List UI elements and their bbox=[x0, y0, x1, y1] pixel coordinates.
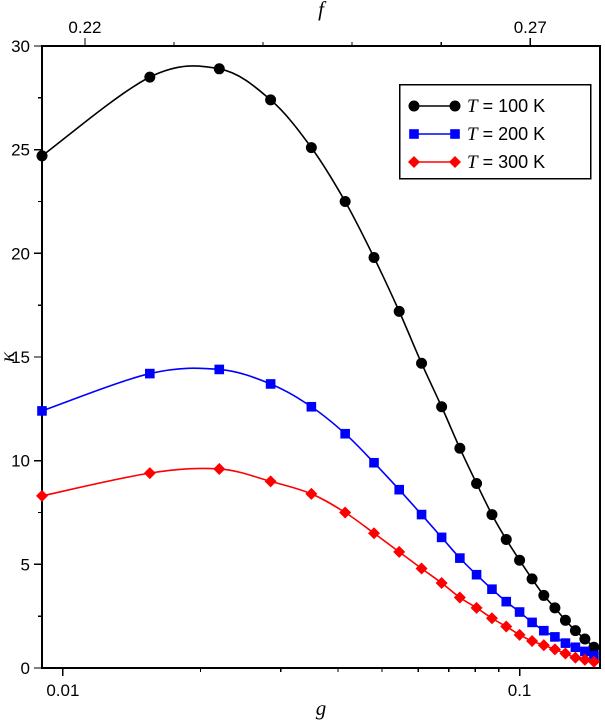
legend-label: T = 200 K bbox=[467, 124, 545, 145]
y-tick-label: 20 bbox=[11, 244, 30, 263]
series-1 bbox=[36, 63, 600, 653]
x-axis-label: g bbox=[316, 696, 327, 720]
y-tick-label: 10 bbox=[11, 452, 30, 471]
y-axis: 0 5 10 15 20 25 30 κ bbox=[0, 37, 42, 678]
top-tick-label: 0.22 bbox=[68, 18, 101, 37]
top-axis: 0.22 0.27 f bbox=[68, 0, 547, 46]
legend-label: T = 300 K bbox=[467, 152, 545, 173]
legend-entry: T = 300 K bbox=[407, 152, 545, 173]
top-tick-label: 0.27 bbox=[514, 18, 547, 37]
y-tick-label: 30 bbox=[11, 37, 30, 56]
y-tick-label: 5 bbox=[21, 555, 30, 574]
y-tick-label: 15 bbox=[11, 348, 30, 367]
legend: T = 100 K T = 200 K T = 300 K bbox=[398, 83, 592, 180]
y-tick-label: 0 bbox=[21, 659, 30, 678]
legend-entry: T = 100 K bbox=[408, 96, 545, 117]
x-tick-label: 0.01 bbox=[46, 681, 79, 700]
legend-label: T = 100 K bbox=[467, 96, 545, 117]
series-2 bbox=[37, 364, 599, 661]
legend-box bbox=[398, 83, 592, 180]
y-axis-label: κ bbox=[0, 351, 19, 362]
x-axis: 0.01 0.1 g bbox=[46, 668, 531, 720]
top-axis-label: f bbox=[318, 0, 327, 21]
series-3 bbox=[35, 462, 600, 668]
x-tick-label: 0.1 bbox=[508, 681, 532, 700]
legend-entry: T = 200 K bbox=[409, 124, 545, 145]
y-tick-label: 25 bbox=[11, 141, 30, 160]
